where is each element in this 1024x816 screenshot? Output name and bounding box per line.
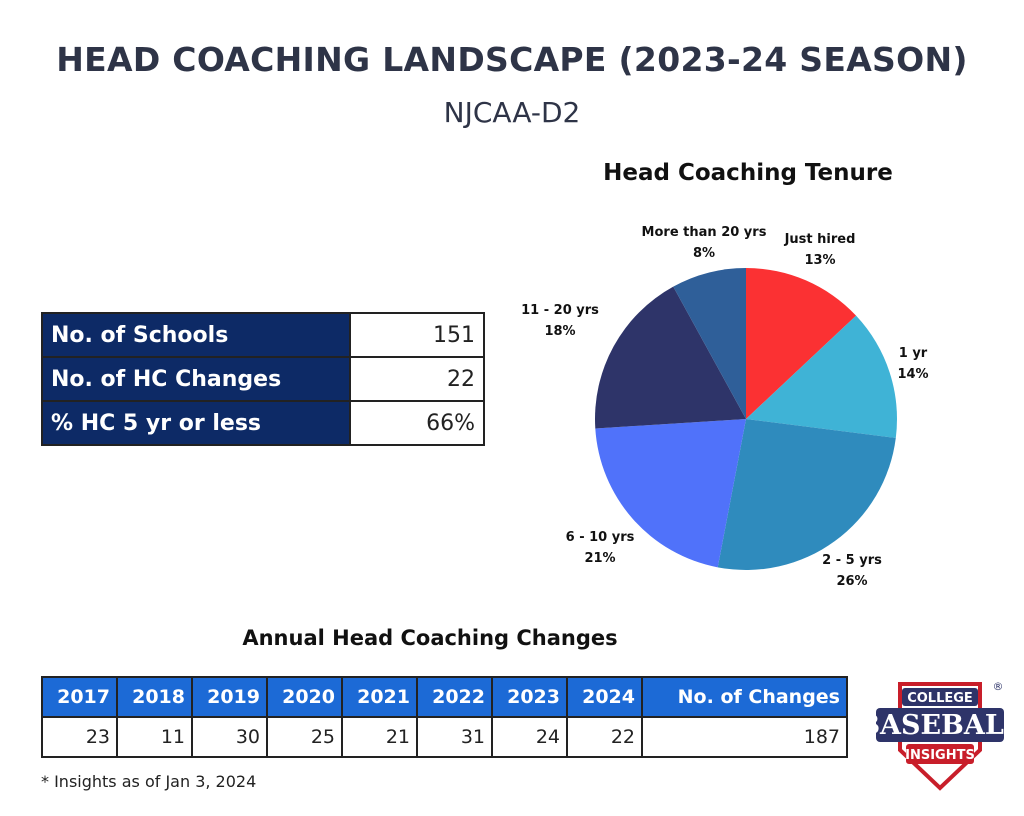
year-value: 23 bbox=[41, 716, 118, 758]
pie-slice-label: 11 - 20 yrs bbox=[521, 303, 599, 318]
summary-value: 66% bbox=[349, 400, 485, 446]
logo-line2: BASEBALL bbox=[872, 710, 1008, 741]
pie-slice-percent: 21% bbox=[584, 551, 615, 566]
year-header: 2021 bbox=[341, 676, 418, 718]
pie-slice-more-than-20-yrs bbox=[673, 268, 746, 419]
year-value: 31 bbox=[416, 716, 493, 758]
college-baseball-insights-logo: COLLEGE BASEBALL INSIGHTS ® bbox=[872, 680, 1008, 791]
year-header: 2017 bbox=[41, 676, 118, 718]
year-header: 2022 bbox=[416, 676, 493, 718]
pie-slice-2-5-yrs bbox=[717, 419, 896, 570]
pie-slice-percent: 14% bbox=[897, 367, 928, 382]
summary-value: 22 bbox=[349, 356, 485, 402]
pie-slice-label: 6 - 10 yrs bbox=[566, 530, 635, 545]
total-value: 187 bbox=[641, 716, 848, 758]
year-value: 24 bbox=[491, 716, 568, 758]
summary-label: No. of HC Changes bbox=[41, 356, 351, 402]
summary-row-schools: No. of Schools 151 bbox=[41, 312, 485, 358]
summary-table: No. of Schools 151 No. of HC Changes 22 … bbox=[41, 312, 485, 446]
pie-slice-percent: 26% bbox=[836, 574, 867, 589]
pie-slice-6-10-yrs bbox=[595, 419, 746, 568]
year-value: 11 bbox=[116, 716, 193, 758]
pie-slice-label: Just hired bbox=[784, 232, 856, 247]
year-header: 2024 bbox=[566, 676, 643, 718]
pie-slice-percent: 8% bbox=[693, 246, 715, 261]
annual-changes-title: Annual Head Coaching Changes bbox=[242, 626, 618, 650]
year-value: 22 bbox=[566, 716, 643, 758]
year-header: 2023 bbox=[491, 676, 568, 718]
total-header: No. of Changes bbox=[641, 676, 848, 718]
logo-line1: COLLEGE bbox=[907, 691, 973, 706]
pie-slice-label: 2 - 5 yrs bbox=[822, 553, 882, 568]
page-subtitle: NJCAA-D2 bbox=[443, 96, 581, 129]
pie-slice-percent: 13% bbox=[804, 253, 835, 268]
logo-line3: INSIGHTS bbox=[905, 748, 975, 763]
annual-changes-table: 2017 2018 2019 2020 2021 2022 2023 2024 … bbox=[41, 676, 848, 758]
year-value: 21 bbox=[341, 716, 418, 758]
year-header: 2018 bbox=[116, 676, 193, 718]
pie-slice-label: 1 yr bbox=[899, 346, 928, 361]
summary-row-hc-changes: No. of HC Changes 22 bbox=[41, 356, 485, 402]
year-header: 2019 bbox=[191, 676, 268, 718]
pie-slice-label: More than 20 yrs bbox=[642, 225, 767, 240]
pie-slice-percent: 18% bbox=[544, 324, 575, 339]
pie-chart-title: Head Coaching Tenure bbox=[603, 160, 893, 186]
annual-header-row: 2017 2018 2019 2020 2021 2022 2023 2024 … bbox=[41, 676, 848, 718]
pie-slice-just-hired bbox=[746, 268, 857, 419]
summary-row-hc-5yr: % HC 5 yr or less 66% bbox=[41, 400, 485, 446]
summary-label: No. of Schools bbox=[41, 312, 351, 358]
registered-mark: ® bbox=[993, 680, 1004, 693]
page-title: HEAD COACHING LANDSCAPE (2023-24 SEASON) bbox=[56, 40, 968, 79]
year-header: 2020 bbox=[266, 676, 343, 718]
summary-value: 151 bbox=[349, 312, 485, 358]
year-value: 30 bbox=[191, 716, 268, 758]
year-value: 25 bbox=[266, 716, 343, 758]
footnote: * Insights as of Jan 3, 2024 bbox=[41, 772, 257, 791]
summary-label: % HC 5 yr or less bbox=[41, 400, 351, 446]
pie-slice-11-20-yrs bbox=[595, 286, 746, 429]
annual-values-row: 23 11 30 25 21 31 24 22 187 bbox=[41, 716, 848, 758]
pie-slice-1-yr bbox=[746, 315, 897, 438]
